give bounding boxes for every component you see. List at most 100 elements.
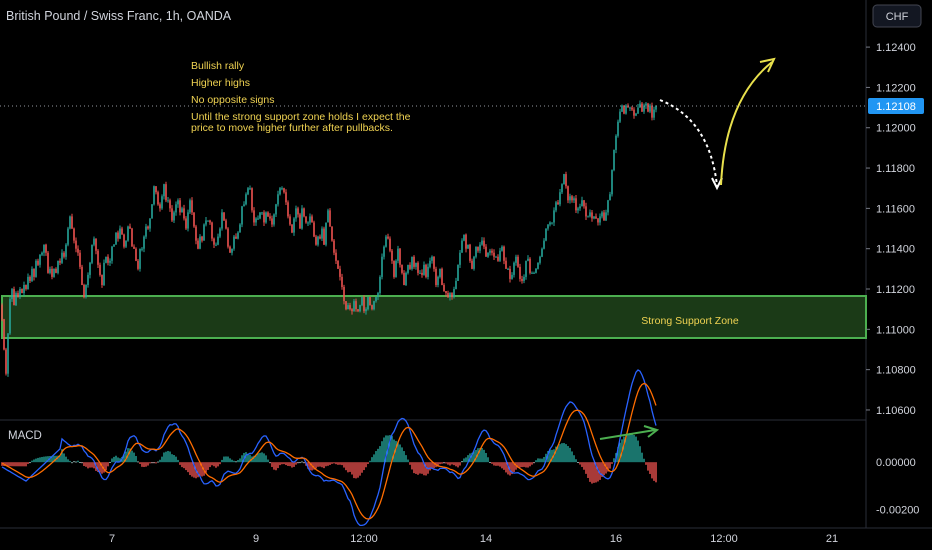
macd-histogram-bar bbox=[643, 458, 645, 463]
macd-histogram-bar bbox=[653, 462, 655, 481]
macd-histogram-bar bbox=[401, 447, 403, 463]
macd-histogram-bar bbox=[65, 456, 67, 463]
candle-body bbox=[1, 305, 3, 320]
macd-histogram-bar bbox=[299, 462, 301, 464]
rally-arrow[interactable] bbox=[720, 61, 773, 186]
macd-histogram-bar bbox=[281, 462, 283, 465]
annotation-block[interactable]: Bullish rally Higher highs No opposite s… bbox=[191, 60, 411, 134]
time-tick-label: 9 bbox=[253, 533, 259, 545]
macd-histogram-bar bbox=[575, 459, 577, 463]
candle-body bbox=[471, 260, 473, 269]
macd-histogram-bar bbox=[431, 462, 433, 469]
macd-histogram-bar bbox=[239, 458, 241, 463]
candle-body bbox=[403, 272, 405, 285]
candle-body bbox=[417, 262, 419, 273]
macd-histogram-bar bbox=[179, 462, 181, 465]
candle-body bbox=[49, 268, 51, 273]
macd-histogram-bar bbox=[337, 462, 339, 465]
macd-histogram-bar bbox=[571, 451, 573, 463]
macd-histogram-bar bbox=[303, 462, 305, 464]
candle-body bbox=[295, 208, 297, 219]
candle-body bbox=[483, 240, 485, 247]
macd-histogram-bar bbox=[611, 462, 613, 464]
price-axis[interactable]: 1.12400 1.12200 1.12000 1.11800 1.11600 1.114… bbox=[866, 42, 916, 417]
macd-histogram-bar bbox=[123, 454, 125, 463]
candle-body bbox=[391, 250, 393, 261]
macd-histogram-bar bbox=[51, 455, 53, 463]
macd-histogram-bar bbox=[101, 462, 103, 474]
candle-body bbox=[649, 105, 651, 112]
macd-histogram-bar bbox=[259, 452, 261, 463]
macd-histogram-bar bbox=[481, 448, 483, 463]
candles[interactable] bbox=[1, 100, 657, 377]
candle-body bbox=[443, 284, 445, 292]
macd-histogram-bar bbox=[59, 455, 61, 463]
macd-histogram-bar bbox=[637, 440, 639, 463]
candle-body bbox=[149, 218, 151, 229]
macd-histogram-bar bbox=[275, 462, 277, 471]
macd-histogram-bar bbox=[269, 462, 271, 464]
macd-histogram-bar bbox=[133, 452, 135, 463]
candle-body bbox=[573, 198, 575, 201]
support-zone[interactable] bbox=[1, 295, 867, 339]
macd-histogram-bar bbox=[283, 462, 285, 465]
candle-body bbox=[221, 212, 223, 229]
candle-body bbox=[457, 264, 459, 281]
macd-histogram-bar bbox=[625, 434, 627, 463]
macd-histogram-bar bbox=[265, 455, 267, 463]
macd-histogram-bar bbox=[201, 462, 203, 477]
macd-histogram-bar bbox=[651, 462, 653, 479]
pullback-arrow[interactable] bbox=[659, 99, 718, 187]
macd-pane[interactable] bbox=[1, 369, 657, 527]
candle-body bbox=[591, 212, 593, 219]
candle-body bbox=[491, 250, 493, 253]
candle-body bbox=[51, 268, 53, 277]
macd-histogram-bar bbox=[39, 457, 41, 463]
candle-body bbox=[169, 200, 171, 209]
macd-histogram-bar bbox=[479, 448, 481, 463]
candle-body bbox=[605, 212, 607, 221]
candle-body bbox=[647, 103, 649, 112]
candle-body bbox=[405, 272, 407, 285]
macd-histogram-bar bbox=[613, 458, 615, 463]
macd-histogram-bar bbox=[37, 457, 39, 463]
candle-body bbox=[7, 333, 9, 374]
candle-body bbox=[411, 256, 413, 269]
candle-body bbox=[231, 248, 233, 253]
macd-histogram-bar bbox=[545, 453, 547, 463]
macd-histogram-bar bbox=[569, 447, 571, 463]
currency-button[interactable] bbox=[872, 4, 922, 28]
candle-body bbox=[135, 248, 137, 261]
macd-trend-line[interactable] bbox=[599, 429, 656, 440]
candle-body bbox=[97, 250, 99, 265]
candle-body bbox=[227, 228, 229, 247]
macd-histogram-bar bbox=[597, 462, 599, 482]
macd-histogram-bar bbox=[315, 462, 317, 469]
candle-body bbox=[3, 319, 5, 350]
macd-histogram-bar bbox=[449, 462, 451, 466]
candle-body bbox=[625, 105, 627, 114]
candle-body bbox=[277, 194, 279, 205]
macd-histogram-bar bbox=[409, 462, 411, 465]
macd-histogram-bar bbox=[35, 458, 37, 463]
macd-histogram-bar bbox=[173, 455, 175, 463]
macd-histogram-bar bbox=[115, 455, 117, 463]
candle-body bbox=[583, 200, 585, 207]
time-axis[interactable]: 7 9 12:00 14 16 12:00 21 bbox=[109, 533, 838, 545]
macd-histogram-bar bbox=[423, 462, 425, 476]
macd-histogram-bar bbox=[81, 462, 83, 464]
candle-body bbox=[543, 240, 545, 249]
macd-histogram-bar bbox=[627, 434, 629, 463]
macd-histogram-bar bbox=[117, 457, 119, 463]
macd-axis[interactable]: 0.00000 -0.00200 bbox=[876, 457, 919, 516]
candle-body bbox=[219, 228, 221, 237]
candle-body bbox=[325, 222, 327, 245]
candle-body bbox=[105, 256, 107, 263]
macd-histogram-bar bbox=[285, 462, 287, 466]
macd-histogram-bar bbox=[353, 462, 355, 479]
candle-body bbox=[153, 186, 155, 205]
candle-body bbox=[555, 202, 557, 211]
candle-body bbox=[575, 198, 577, 211]
